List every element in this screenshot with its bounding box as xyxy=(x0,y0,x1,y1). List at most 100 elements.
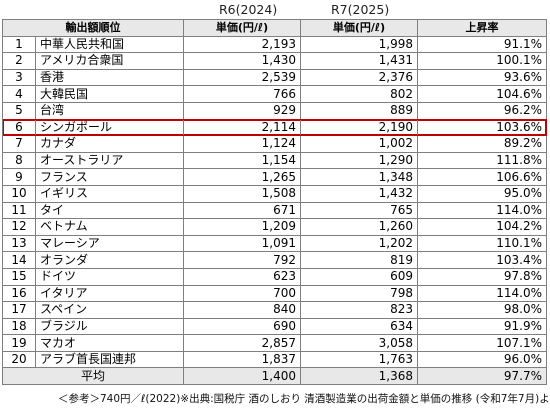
table-row: 8 オーストラリア 1,154 1,290 111.8% xyxy=(2,151,547,170)
table-row: 17 スペイン 840 823 98.0% xyxy=(2,301,547,319)
price-r6-cell: 1,265 xyxy=(183,168,301,186)
price-r6-cell: 929 xyxy=(183,101,301,120)
header-price-r6: 単価(円/ℓ) xyxy=(183,19,301,37)
price-r6-cell: 766 xyxy=(183,85,301,103)
table-row: 1 中華人民共和国 2,193 1,998 91.1% xyxy=(2,35,547,54)
increase-rate-cell: 111.8% xyxy=(417,151,547,170)
country-cell: ベトナム xyxy=(35,218,184,236)
increase-rate-cell: 114.0% xyxy=(417,201,547,220)
increase-rate-cell: 96.0% xyxy=(417,350,547,369)
price-r7-cell: 1,260 xyxy=(300,218,418,236)
table-row: 5 台湾 929 889 96.2% xyxy=(2,101,547,120)
rank-cell: 1 xyxy=(2,35,36,54)
country-cell: シンガポール xyxy=(35,118,184,137)
country-cell: スペイン xyxy=(35,301,184,319)
rank-cell: 15 xyxy=(2,267,36,286)
price-r7-cell: 634 xyxy=(300,317,418,336)
table-row: 7 カナダ 1,124 1,002 89.2% xyxy=(2,135,547,153)
country-cell: フランス xyxy=(35,168,184,186)
country-cell: 台湾 xyxy=(35,101,184,120)
average-price-r7: 1,368 xyxy=(300,367,418,386)
table-row: 6 シンガポール 2,114 2,190 103.6% xyxy=(2,118,547,137)
price-r7-cell: 3,058 xyxy=(300,334,418,352)
table-row: 20 アラブ首長国連邦 1,837 1,763 96.0% xyxy=(2,350,547,369)
average-row: 平均 1,400 1,368 97.7% xyxy=(2,367,547,386)
increase-rate-cell: 89.2% xyxy=(417,135,547,153)
header-price-r7: 単価(円/ℓ) xyxy=(300,19,418,37)
increase-rate-cell: 114.0% xyxy=(417,284,547,303)
rank-cell: 7 xyxy=(2,135,36,153)
rank-cell: 14 xyxy=(2,251,36,269)
rank-cell: 4 xyxy=(2,85,36,103)
country-cell: 中華人民共和国 xyxy=(35,35,184,54)
country-cell: イギリス xyxy=(35,184,184,203)
price-r6-cell: 1,154 xyxy=(183,151,301,170)
table-row: 13 マレーシア 1,091 1,202 110.1% xyxy=(2,234,547,253)
price-r7-cell: 1,202 xyxy=(300,234,418,253)
export-price-table: 輸出額順位 単価(円/ℓ) 単価(円/ℓ) 上昇率 1 中華人民共和国 2,193 1… xyxy=(2,19,547,386)
rank-cell: 8 xyxy=(2,151,36,170)
average-increase-rate: 97.7% xyxy=(417,367,547,386)
table-row: 10 イギリス 1,508 1,432 95.0% xyxy=(2,184,547,203)
increase-rate-cell: 98.0% xyxy=(417,301,547,319)
price-r7-cell: 889 xyxy=(300,101,418,120)
country-cell: オーストラリア xyxy=(35,151,184,170)
increase-rate-cell: 96.2% xyxy=(417,101,547,120)
year-label-r6: R6(2024) xyxy=(219,2,278,17)
year-labels: R6(2024) R7(2025) xyxy=(0,0,550,19)
table-row: 14 オランダ 792 819 103.4% xyxy=(2,251,547,269)
average-label: 平均 xyxy=(2,367,184,386)
price-r6-cell: 792 xyxy=(183,251,301,269)
price-r6-cell: 700 xyxy=(183,284,301,303)
footnote: ＜参考＞740円／ℓ(2022)※出典:国税庁 酒のしおり 清酒製造業の出荷金額… xyxy=(58,393,550,405)
price-r7-cell: 2,190 xyxy=(300,118,418,137)
country-cell: マレーシア xyxy=(35,234,184,253)
rank-cell: 10 xyxy=(2,184,36,203)
price-r6-cell: 1,209 xyxy=(183,218,301,236)
country-cell: オランダ xyxy=(35,251,184,269)
year-label-r7: R7(2025) xyxy=(331,2,390,17)
price-r7-cell: 2,376 xyxy=(300,68,418,87)
table-row: 3 香港 2,539 2,376 93.6% xyxy=(2,68,547,87)
country-cell: ドイツ xyxy=(35,267,184,286)
rank-cell: 6 xyxy=(2,118,36,137)
country-cell: 大韓民国 xyxy=(35,85,184,103)
price-r7-cell: 1,431 xyxy=(300,52,418,70)
increase-rate-cell: 95.0% xyxy=(417,184,547,203)
table-row: 19 マカオ 2,857 3,058 107.1% xyxy=(2,334,547,352)
table-row: 11 タイ 671 765 114.0% xyxy=(2,201,547,220)
rank-cell: 11 xyxy=(2,201,36,220)
price-r6-cell: 1,124 xyxy=(183,135,301,153)
country-cell: 香港 xyxy=(35,68,184,87)
increase-rate-cell: 97.8% xyxy=(417,267,547,286)
price-r7-cell: 1,290 xyxy=(300,151,418,170)
price-r7-cell: 765 xyxy=(300,201,418,220)
increase-rate-cell: 100.1% xyxy=(417,52,547,70)
table-row: 9 フランス 1,265 1,348 106.6% xyxy=(2,168,547,186)
header-row: 輸出額順位 単価(円/ℓ) 単価(円/ℓ) 上昇率 xyxy=(2,19,547,37)
rank-cell: 18 xyxy=(2,317,36,336)
table-row: 2 アメリカ合衆国 1,430 1,431 100.1% xyxy=(2,52,547,70)
country-cell: タイ xyxy=(35,201,184,220)
price-r6-cell: 671 xyxy=(183,201,301,220)
increase-rate-cell: 103.4% xyxy=(417,251,547,269)
price-r6-cell: 623 xyxy=(183,267,301,286)
price-r6-cell: 1,091 xyxy=(183,234,301,253)
increase-rate-cell: 91.1% xyxy=(417,35,547,54)
country-cell: アラブ首長国連邦 xyxy=(35,350,184,369)
price-r6-cell: 690 xyxy=(183,317,301,336)
price-r6-cell: 1,430 xyxy=(183,52,301,70)
country-cell: ブラジル xyxy=(35,317,184,336)
country-cell: マカオ xyxy=(35,334,184,352)
price-r7-cell: 1,432 xyxy=(300,184,418,203)
header-rank-country: 輸出額順位 xyxy=(2,19,184,37)
increase-rate-cell: 103.6% xyxy=(417,118,547,137)
price-r7-cell: 1,348 xyxy=(300,168,418,186)
price-r7-cell: 1,998 xyxy=(300,35,418,54)
average-price-r6: 1,400 xyxy=(183,367,301,386)
price-r6-cell: 2,857 xyxy=(183,334,301,352)
increase-rate-cell: 107.1% xyxy=(417,334,547,352)
price-r7-cell: 798 xyxy=(300,284,418,303)
header-increase-rate: 上昇率 xyxy=(417,19,547,37)
increase-rate-cell: 91.9% xyxy=(417,317,547,336)
